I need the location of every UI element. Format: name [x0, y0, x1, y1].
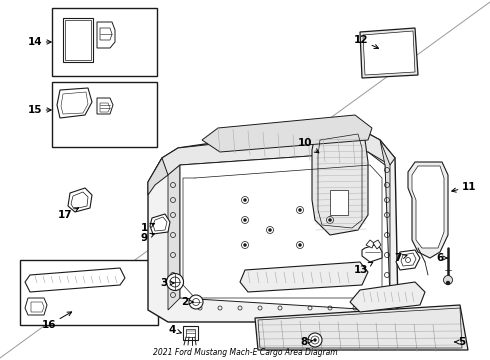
Polygon shape — [150, 214, 170, 234]
Polygon shape — [363, 31, 415, 75]
Text: 3: 3 — [161, 278, 174, 288]
Text: 7: 7 — [394, 253, 407, 263]
Polygon shape — [61, 92, 88, 114]
Polygon shape — [180, 152, 390, 310]
Polygon shape — [396, 250, 420, 270]
Text: 15: 15 — [27, 105, 51, 115]
Polygon shape — [153, 217, 167, 231]
Text: 17: 17 — [57, 208, 78, 220]
Polygon shape — [148, 128, 398, 322]
Text: 2021 Ford Mustang Mach-E Cargo Area Diagram: 2021 Ford Mustang Mach-E Cargo Area Diag… — [153, 348, 337, 357]
Polygon shape — [312, 128, 368, 235]
Text: 16: 16 — [42, 312, 72, 330]
Polygon shape — [100, 28, 112, 40]
Polygon shape — [100, 103, 110, 112]
Text: 12: 12 — [353, 35, 378, 49]
Polygon shape — [68, 188, 92, 212]
Polygon shape — [65, 20, 91, 60]
Circle shape — [446, 281, 450, 285]
Polygon shape — [183, 326, 198, 340]
Circle shape — [189, 295, 203, 309]
Text: 2: 2 — [181, 297, 193, 307]
Circle shape — [269, 229, 271, 231]
Circle shape — [298, 208, 301, 211]
Circle shape — [328, 219, 332, 221]
Polygon shape — [97, 22, 115, 48]
Text: 14: 14 — [27, 37, 51, 47]
Polygon shape — [168, 165, 180, 310]
Polygon shape — [350, 282, 425, 312]
Text: 6: 6 — [437, 253, 447, 263]
Text: 8: 8 — [301, 337, 313, 347]
Polygon shape — [408, 162, 448, 258]
Circle shape — [298, 243, 301, 247]
Text: 5: 5 — [455, 337, 465, 347]
Bar — [52, 8, 157, 76]
Polygon shape — [25, 298, 47, 315]
Polygon shape — [240, 262, 368, 292]
Circle shape — [308, 333, 322, 347]
Circle shape — [167, 274, 183, 291]
Bar — [330, 190, 348, 215]
Polygon shape — [186, 329, 195, 337]
Circle shape — [244, 219, 246, 221]
Text: 10: 10 — [297, 138, 319, 153]
Polygon shape — [155, 128, 395, 175]
Text: 13: 13 — [353, 262, 373, 275]
Polygon shape — [401, 253, 416, 266]
Text: 1: 1 — [141, 223, 154, 233]
Polygon shape — [202, 115, 372, 152]
Polygon shape — [375, 140, 390, 310]
Polygon shape — [362, 244, 382, 262]
Text: 9: 9 — [141, 233, 154, 243]
Circle shape — [443, 275, 452, 284]
Polygon shape — [360, 28, 418, 78]
Polygon shape — [31, 302, 44, 312]
Polygon shape — [412, 166, 444, 248]
Bar — [52, 82, 157, 147]
Circle shape — [244, 198, 246, 202]
Text: 4: 4 — [169, 325, 181, 335]
Polygon shape — [63, 18, 93, 62]
Polygon shape — [25, 268, 125, 292]
Bar — [20, 260, 158, 325]
Polygon shape — [97, 98, 113, 114]
Polygon shape — [255, 305, 468, 350]
Circle shape — [244, 243, 246, 247]
Text: 11: 11 — [452, 182, 476, 192]
Polygon shape — [57, 88, 92, 118]
Polygon shape — [366, 240, 374, 248]
Polygon shape — [71, 192, 88, 209]
Circle shape — [314, 338, 317, 342]
Polygon shape — [148, 158, 168, 195]
Polygon shape — [373, 240, 381, 249]
